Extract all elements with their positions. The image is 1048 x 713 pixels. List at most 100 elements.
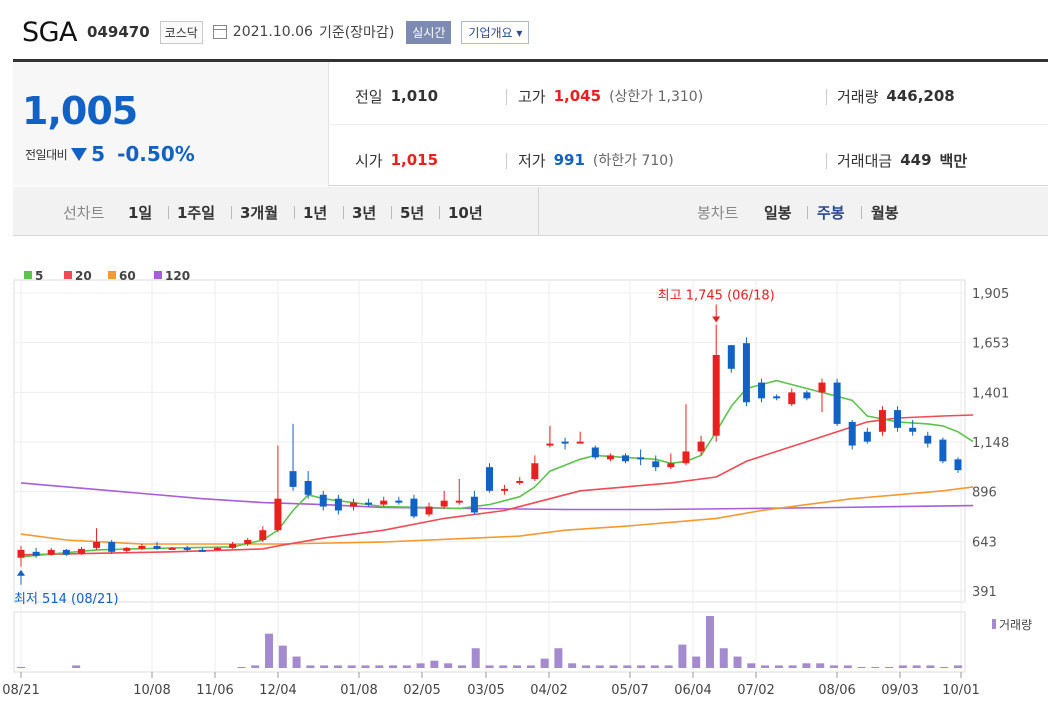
x-tick-label: 02/05	[403, 683, 440, 698]
trade-value-unit: 백만	[939, 151, 968, 170]
x-tick-label: 09/03	[881, 683, 918, 698]
period-1w[interactable]: 1주일	[177, 204, 216, 222]
volume-bar	[581, 665, 590, 668]
volume-bar	[320, 665, 329, 668]
candle-body	[637, 457, 645, 460]
volume-bar	[650, 665, 659, 668]
ma20-line	[20, 414, 974, 556]
candle-body	[909, 427, 917, 432]
prev-close-label: 전일	[355, 87, 383, 106]
divider	[807, 206, 808, 219]
volume-bar	[692, 656, 701, 668]
candle-body	[606, 455, 614, 460]
candle-body	[198, 549, 206, 552]
volume-bar	[788, 665, 797, 668]
period-1d[interactable]: 1일	[128, 204, 153, 222]
candle-weekly[interactable]: 주봉	[817, 204, 845, 222]
volume-bar	[885, 666, 894, 668]
volume-bar	[816, 663, 825, 668]
divider	[168, 206, 169, 219]
legend-swatch	[108, 271, 116, 279]
candle-body	[183, 547, 191, 550]
candle-monthly[interactable]: 월봉	[871, 204, 899, 222]
volume-bar	[333, 665, 342, 668]
candle-body	[153, 545, 161, 549]
period-3y[interactable]: 3년	[352, 204, 377, 222]
volume-bar	[733, 656, 742, 668]
candle-body	[274, 498, 282, 531]
plot-frame	[13, 279, 966, 603]
candle-body	[878, 410, 886, 432]
candle-body	[501, 488, 509, 491]
tab-group-divider	[538, 187, 539, 236]
period-5y[interactable]: 5년	[400, 204, 425, 222]
volume-bar	[678, 644, 687, 668]
volume-bar	[292, 656, 301, 668]
volume-bar	[568, 663, 577, 668]
volume-bar	[540, 658, 549, 668]
x-tick-label: 05/07	[611, 683, 648, 698]
divider	[826, 89, 827, 105]
volume-bar	[237, 666, 246, 668]
row-divider	[330, 124, 1048, 125]
divider	[439, 206, 440, 219]
volume-bar	[375, 665, 384, 668]
volume-bar	[747, 663, 756, 668]
volume-bar	[471, 648, 480, 668]
volume-bar	[871, 666, 880, 668]
candle-body	[894, 410, 902, 428]
x-tick-label: 12/04	[259, 683, 296, 698]
high-arrow-head	[712, 316, 721, 323]
period-1y[interactable]: 1년	[303, 204, 328, 222]
change-amount: 5	[91, 142, 106, 166]
period-10y[interactable]: 10년	[448, 204, 483, 222]
candle-body	[168, 547, 176, 550]
y-tick-label: 1,905	[972, 287, 1009, 302]
volume-bar	[705, 616, 714, 668]
current-price-panel: 1,005 전일대비 5 -0.50%	[13, 62, 329, 186]
volume-bar	[829, 665, 838, 668]
open-label: 시가	[355, 151, 383, 170]
volume-bar	[361, 665, 370, 668]
volume-bar	[278, 645, 287, 668]
candle-body	[108, 541, 116, 552]
open: 시가 1,015	[355, 150, 438, 170]
volume-bar	[802, 663, 811, 668]
stock-code: 049470	[87, 23, 150, 41]
candle-body	[924, 435, 932, 444]
calendar-icon	[212, 25, 227, 39]
x-tick-label: 06/04	[674, 683, 711, 698]
candle-body	[17, 549, 25, 558]
legend-label: 5	[35, 269, 43, 283]
volume: 거래량 446,208	[837, 86, 955, 106]
period-3m[interactable]: 3개월	[240, 204, 279, 222]
volume-bar	[761, 665, 770, 668]
company-overview-label: 기업개요	[468, 25, 513, 40]
candle-body	[440, 500, 448, 507]
volume-bar	[595, 665, 604, 668]
volume-bar	[17, 666, 25, 668]
low-label: 저가	[518, 151, 546, 170]
candle-body	[576, 441, 584, 444]
down-triangle-icon	[71, 147, 88, 161]
realtime-button[interactable]: 실시간	[406, 20, 452, 44]
prev-close-value: 1,010	[390, 87, 439, 105]
x-tick-label: 11/06	[196, 683, 233, 698]
volume-bar	[898, 665, 907, 668]
y-tick-label: 1,401	[972, 386, 1009, 401]
x-tick-label: 10/08	[133, 683, 170, 698]
legend-label: 20	[75, 269, 92, 283]
divider	[861, 206, 862, 219]
company-overview-dropdown[interactable]: 기업개요 ▾	[461, 20, 530, 44]
prev-close: 전일 1,010	[355, 86, 438, 106]
volume-bar	[719, 648, 728, 668]
low-value: 991	[553, 151, 585, 169]
candle-body	[939, 439, 947, 462]
volume-bar	[430, 660, 439, 668]
candle-body	[954, 459, 962, 471]
volume-bar	[664, 665, 673, 668]
divider	[391, 206, 392, 219]
chevron-down-icon: ▾	[516, 25, 523, 40]
candle-body	[833, 382, 841, 424]
candle-daily[interactable]: 일봉	[764, 204, 792, 222]
